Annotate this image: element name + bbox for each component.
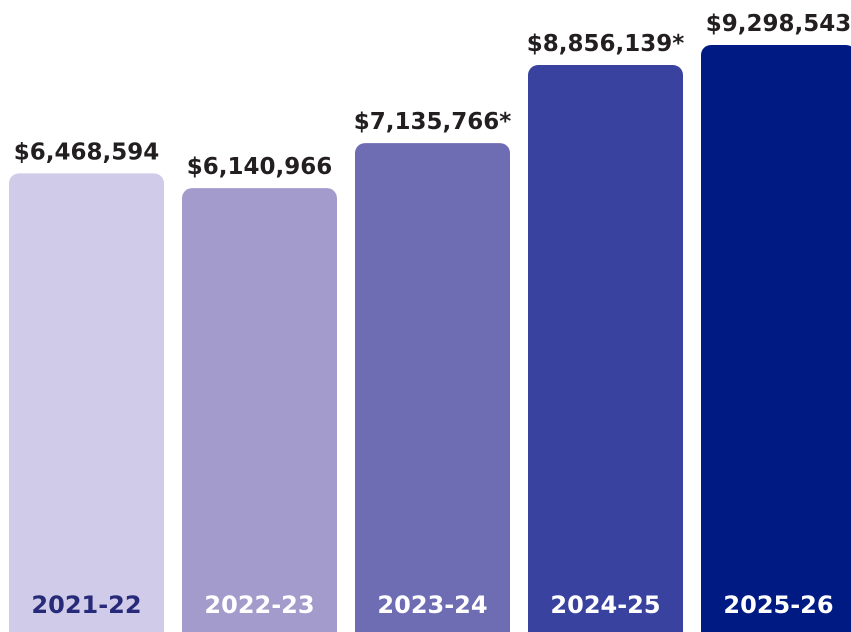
bar bbox=[182, 188, 337, 632]
bar bbox=[701, 45, 851, 632]
value-label: $6,140,966 bbox=[187, 154, 333, 180]
bar bbox=[355, 143, 510, 632]
category-label: 2021-22 bbox=[31, 591, 141, 619]
bar bbox=[528, 65, 683, 632]
category-label: 2025-26 bbox=[723, 591, 833, 619]
category-label: 2024-25 bbox=[550, 591, 660, 619]
category-label: 2022-23 bbox=[204, 591, 314, 619]
category-label: 2023-24 bbox=[377, 591, 487, 619]
value-label: $6,468,594 bbox=[14, 139, 160, 165]
bar bbox=[9, 173, 164, 632]
value-label: $8,856,139* bbox=[527, 31, 685, 57]
value-label: $9,298,543 bbox=[706, 11, 851, 37]
value-label: $7,135,766* bbox=[354, 109, 512, 135]
